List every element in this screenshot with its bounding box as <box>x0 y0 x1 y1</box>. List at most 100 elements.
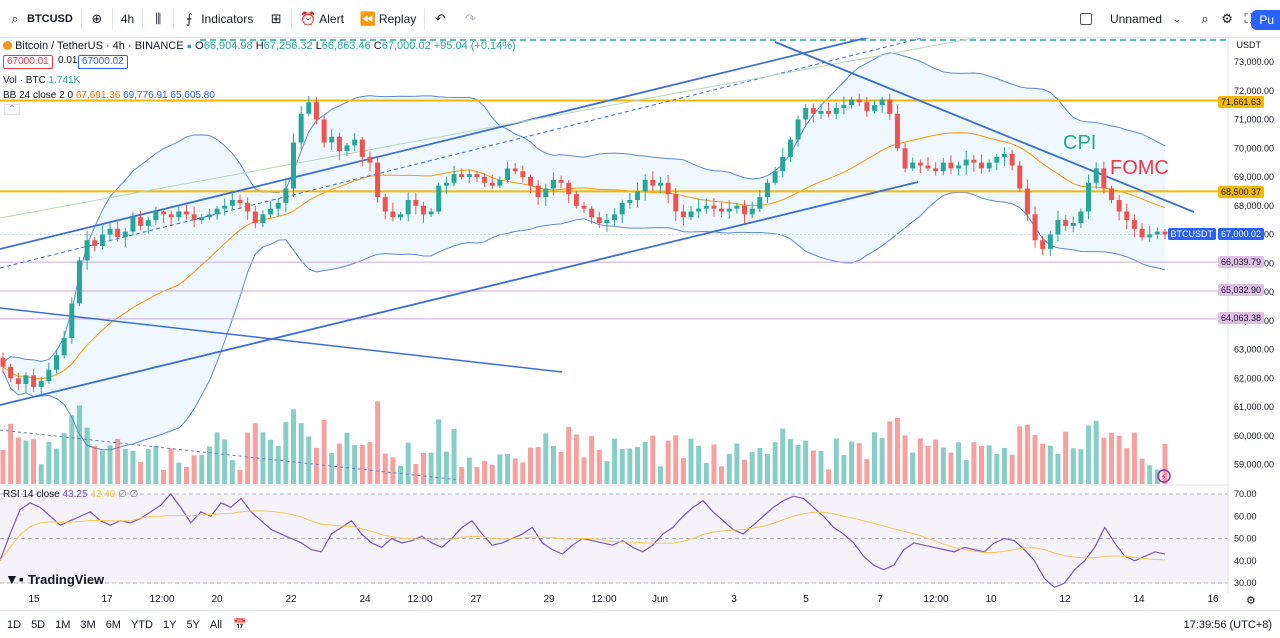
volume-bar <box>344 432 350 484</box>
templates-button[interactable]: ⊞ <box>261 7 293 30</box>
volume-bar <box>520 462 526 484</box>
legend-title[interactable]: Bitcoin / TetherUS · 4h · BINANCE <box>15 40 184 52</box>
sell-price-box[interactable]: 67000.01 <box>3 55 53 69</box>
collapse-legend-button[interactable]: ⌃ <box>4 104 20 115</box>
candle-body <box>375 162 381 198</box>
candle-body <box>8 366 14 379</box>
volume-bar <box>543 433 549 484</box>
cpi-annotation[interactable]: CPI <box>1063 132 1096 154</box>
symbol-search[interactable]: ⌕ BTCUSD <box>0 7 82 30</box>
gear-icon[interactable]: ⚙ <box>1221 11 1233 26</box>
range-3m[interactable]: 3M <box>80 618 96 631</box>
ohlc-values: O66,904.98 H67,256.32 L66,863.46 C67,000… <box>195 40 516 52</box>
l-label: L <box>315 40 322 52</box>
volume-bar <box>619 449 625 484</box>
indicators-button[interactable]: ⨍ Indicators <box>174 0 261 38</box>
lightning-icon[interactable] <box>1157 469 1171 483</box>
volume-bar <box>803 440 809 484</box>
buy-price-box[interactable]: 67000.02 <box>78 55 128 69</box>
candle-body <box>138 217 144 226</box>
volume-bar <box>99 450 105 484</box>
publish-button[interactable]: Pu <box>1251 10 1280 30</box>
candle-body <box>688 211 694 218</box>
candle-body <box>336 136 342 152</box>
candle-body <box>505 168 511 180</box>
compare-button[interactable]: ⊕ <box>82 7 113 30</box>
goto-date-icon[interactable]: 📅 <box>233 619 247 631</box>
volume-bar <box>1101 437 1107 484</box>
volume-bar <box>214 432 220 484</box>
clock[interactable]: 17:39:56 (UTC+8) <box>1183 619 1272 631</box>
range-selector: 1D 5D 1M 3M 6M YTD 1Y 5Y All <box>0 619 227 631</box>
volume-bar <box>596 449 602 484</box>
volume-legend[interactable]: Vol · BTC 1.741K <box>3 75 80 86</box>
alert-button[interactable]: ⏰ Alert <box>292 0 352 38</box>
range-ytd[interactable]: YTD <box>130 618 153 631</box>
candle-body <box>573 194 579 206</box>
price-tick: 62,000.00 <box>1234 373 1274 383</box>
range-all[interactable]: All <box>209 618 223 631</box>
volume-bar <box>161 469 167 484</box>
volume-bar <box>199 454 205 484</box>
bb-legend[interactable]: BB 24 close 2 0 67,691.36 69,776.91 65,6… <box>3 90 215 101</box>
undo-button[interactable]: ↶ <box>425 0 455 38</box>
fomc-annotation[interactable]: FOMC <box>1110 157 1169 179</box>
range-1y[interactable]: 1Y <box>162 618 177 631</box>
price-chart[interactable]: 70.00 60.00 50.00 40.00 30.00 73,000.00 72,00… <box>0 38 1280 594</box>
time-tick: 14 <box>1133 594 1145 605</box>
candle-body <box>673 194 679 212</box>
candle-body <box>38 381 44 387</box>
tradingview-logo[interactable]: ▼▪ TradingView <box>5 571 104 587</box>
volume-bar <box>550 445 556 484</box>
replay-button[interactable]: ⏪ Replay <box>352 7 426 30</box>
chevron-down-icon[interactable]: ⌄ <box>1173 14 1181 24</box>
volume-bar <box>474 467 480 484</box>
candle-body <box>436 185 442 212</box>
current-symbol-tag: BTCUSDT <box>1167 228 1216 240</box>
candle-body <box>925 165 931 169</box>
redo-button[interactable]: ↷ <box>455 0 485 38</box>
volume-bar <box>497 454 503 484</box>
candle-body <box>459 174 465 177</box>
alarm-clock-icon: ⏰ <box>300 10 317 26</box>
volume-bar <box>940 447 946 484</box>
interval-button[interactable]: 4h <box>113 7 144 30</box>
alert-label: Alert <box>319 11 344 26</box>
volume-bar <box>917 438 923 484</box>
range-6m[interactable]: 6M <box>105 618 121 631</box>
bb-area <box>3 52 1165 450</box>
currency-label[interactable]: USDT <box>1236 40 1262 50</box>
volume-bar <box>696 445 702 484</box>
volume-bar <box>818 450 824 484</box>
volume-bar <box>1116 435 1122 484</box>
volume-bar <box>466 457 472 484</box>
candle-body <box>260 214 266 223</box>
horizontal-levels[interactable] <box>0 99 1228 320</box>
candle-body <box>635 191 641 200</box>
axis-settings-icon[interactable]: ⚙ <box>1246 595 1256 607</box>
quick-search-icon[interactable]: ⌕ <box>1201 11 1209 26</box>
volume-bar <box>657 466 663 484</box>
time-axis[interactable]: 15 17 12:00 20 22 24 12:00 27 29 12:00 Jun 3 5 7 12:00… <box>0 594 1230 608</box>
c-value: 67,000.02 <box>381 40 431 52</box>
fullscreen-icon[interactable]: ⛶ <box>1244 11 1254 26</box>
volume-bar <box>420 453 426 484</box>
volume-bar <box>719 466 725 484</box>
volume-bar <box>635 446 641 484</box>
top-toolbar: ⌕ BTCUSD ⊕ 4h ⫼ ⨍ Indicators ⊞ ⏰ Alert ⏪… <box>0 0 1280 38</box>
range-5d[interactable]: 5D <box>31 618 46 631</box>
green-trend-line <box>0 38 976 219</box>
rsi-legend[interactable]: RSI 14 close 43.25 42.40 ∅ ∅ <box>3 489 138 500</box>
candle-body <box>367 156 373 163</box>
range-5y[interactable]: 5Y <box>186 618 200 631</box>
trend-lines[interactable] <box>0 38 1195 481</box>
layout-name[interactable]: Unnamed <box>1110 12 1163 26</box>
range-1m[interactable]: 1M <box>55 618 71 631</box>
range-1d[interactable]: 1D <box>7 618 22 631</box>
chart-type-button[interactable]: ⫼ <box>143 7 175 30</box>
candle-body <box>558 179 564 183</box>
bb-label: BB 24 close 2 0 <box>3 90 74 101</box>
rsi-ma-value: 42.40 <box>90 489 116 500</box>
rsi-tick: 30.00 <box>1234 578 1257 588</box>
layout-checkbox[interactable] <box>1080 13 1092 25</box>
